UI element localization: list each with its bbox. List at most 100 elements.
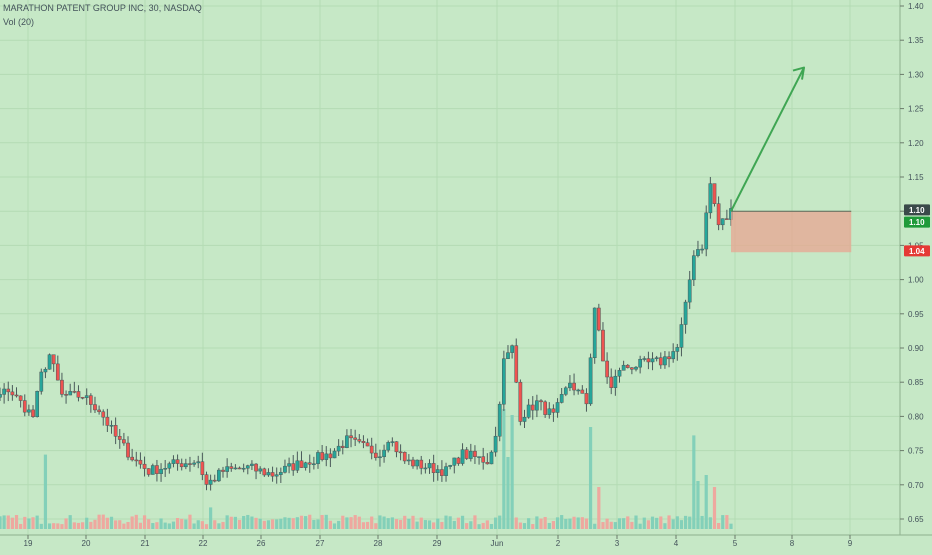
volume-bar	[543, 516, 547, 529]
price-tick-label: 1.30	[908, 70, 924, 79]
candle-body	[638, 358, 642, 368]
candle-body	[568, 382, 572, 389]
candle-body	[691, 255, 696, 281]
candle-body	[31, 409, 35, 418]
candle-body	[634, 366, 638, 370]
volume-bar	[43, 454, 48, 529]
volume-bar	[320, 515, 324, 529]
candle-body	[295, 460, 300, 471]
candle-body	[291, 463, 296, 471]
volume-bar	[72, 522, 76, 529]
price-tag-label: 1.10	[909, 218, 925, 227]
candle-body	[444, 466, 448, 476]
volume-bar	[291, 518, 295, 529]
volume-bar	[80, 522, 85, 529]
candle-body	[506, 352, 510, 359]
volume-bar	[337, 520, 341, 529]
candle-body	[596, 307, 601, 331]
candle-body	[407, 459, 411, 462]
volume-bar	[469, 521, 473, 529]
volume-bar	[427, 520, 432, 529]
candle-body	[584, 393, 589, 405]
time-tick-label: 2	[556, 539, 561, 548]
volume-bar	[370, 516, 374, 529]
volume-bar	[365, 521, 370, 529]
time-tick-label: 5	[733, 539, 738, 548]
candle-body	[258, 468, 263, 472]
candle-body	[35, 391, 40, 418]
price-axis[interactable]: 1.401.351.301.251.201.151.101.051.000.95…	[899, 0, 932, 550]
candle-body	[266, 472, 271, 476]
candle-body	[328, 453, 333, 459]
volume-bar	[485, 520, 489, 529]
volume-bar	[423, 520, 427, 529]
volume-bar	[572, 516, 576, 529]
volume-bar	[349, 517, 353, 529]
candle-body	[217, 469, 221, 482]
time-tick-label: 9	[848, 539, 853, 548]
volume-bar	[675, 516, 679, 529]
symbol-title[interactable]: MARATHON PATENT GROUP INC, 30, NASDAQ	[3, 3, 202, 13]
candle-body	[51, 354, 56, 365]
volume-bar	[671, 519, 675, 529]
volume-bar	[655, 517, 659, 529]
grid	[0, 0, 900, 535]
candle-body	[539, 400, 543, 403]
volume-bar	[527, 518, 531, 529]
candle-body	[150, 465, 155, 475]
volume-bar	[39, 523, 43, 529]
volume-bar	[105, 517, 109, 529]
candle-body	[683, 301, 688, 325]
volume-bar	[493, 517, 498, 529]
volume-bar	[374, 523, 378, 529]
candle-body	[101, 411, 106, 418]
volume-bar	[47, 523, 52, 529]
volume-bar	[518, 522, 522, 529]
volume-bar	[142, 515, 147, 529]
volume-bar	[717, 522, 721, 529]
candle-body	[6, 388, 11, 393]
candles	[0, 176, 733, 491]
volume-bar	[382, 516, 386, 529]
volume-bar	[452, 520, 456, 529]
candle-body	[262, 468, 267, 476]
time-axis[interactable]: 19 20 21 22 26 27 28 29 Jun 2 3 4 5 8 9	[0, 534, 932, 550]
candle-body	[563, 387, 568, 395]
volume-bar	[510, 415, 514, 529]
candle-body	[122, 439, 126, 444]
candle-body	[423, 467, 428, 470]
candle-body	[609, 376, 614, 388]
volume-bar	[448, 516, 452, 529]
time-axis-bg	[0, 535, 932, 550]
price-tags: 1.10 1.10 1.04	[904, 204, 930, 257]
volume-bar	[217, 523, 221, 529]
volume-bar	[683, 515, 688, 529]
candle-body	[390, 441, 395, 443]
volume-bar	[114, 520, 118, 529]
volume-bar	[159, 518, 163, 529]
candle-body	[373, 452, 378, 458]
volume-bar	[233, 516, 237, 529]
candle-body	[138, 459, 143, 465]
candle-body	[493, 435, 498, 453]
volume-bar	[729, 523, 733, 529]
candle-body	[481, 456, 486, 463]
stop-loss-zone	[731, 211, 852, 253]
candle-body	[163, 468, 168, 470]
candle-body	[196, 461, 201, 464]
volume-bar	[692, 435, 696, 529]
volume-bar	[2, 515, 6, 529]
volume-bar	[126, 521, 130, 529]
candle-body	[473, 450, 477, 457]
candle-body	[345, 435, 349, 448]
time-tick-label: 22	[199, 539, 208, 548]
volume-bar	[725, 515, 729, 529]
volume-bar	[712, 487, 717, 529]
volume-indicator-label[interactable]: Vol (20)	[3, 17, 35, 27]
candle-body	[126, 442, 130, 458]
volume-bar	[539, 518, 543, 529]
volume-bar	[56, 523, 60, 529]
candle-body	[369, 445, 374, 454]
